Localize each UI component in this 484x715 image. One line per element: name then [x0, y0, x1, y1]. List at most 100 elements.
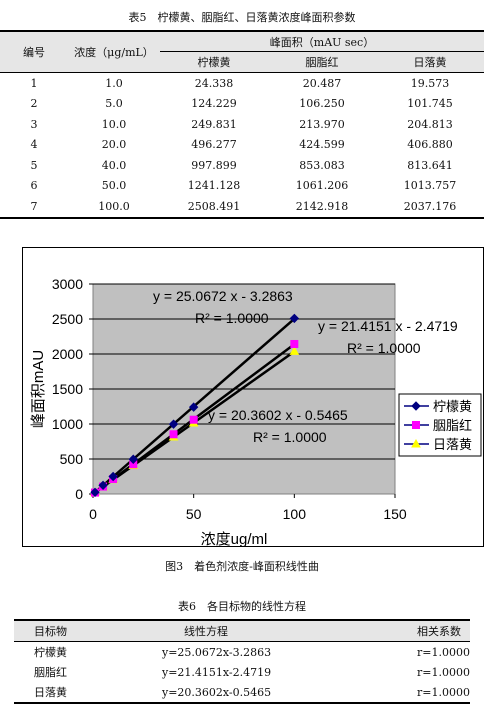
x-tick-label: 50	[186, 506, 202, 522]
col-header-lemon: 柠檬黄	[160, 51, 268, 73]
table-cell: y=25.0672x-3.2863	[161, 645, 272, 659]
table6-caption: 表6 各目标物的线性方程	[178, 600, 306, 613]
table-cell: 日落黄	[34, 686, 67, 699]
y-tick-label: 0	[75, 486, 83, 502]
x-tick-label: 100	[283, 506, 307, 522]
x-tick-label: 0	[89, 506, 97, 522]
table-row: 1 1.0 24.338 20.487 19.573	[0, 73, 484, 94]
x-axis-label: 浓度ug/ml	[201, 531, 268, 546]
table-cell: r=1.0000	[417, 665, 470, 679]
table-row: 7 100.0 2508.491 2142.918 2037.176	[0, 196, 484, 218]
table-row: 柠檬黄 y=25.0672x-3.2863 r=1.0000	[14, 642, 470, 663]
table-cell: 997.899	[191, 158, 237, 172]
table-cell: 101.745	[407, 97, 453, 111]
table-cell: 424.599	[299, 138, 345, 152]
table-cell: 1	[30, 76, 38, 90]
table-cell: 813.641	[407, 158, 453, 172]
table-cell: 1061.206	[295, 179, 349, 193]
table-cell: 2142.918	[295, 199, 349, 213]
table-cell: 853.083	[299, 158, 345, 172]
table-cell: 213.970	[299, 117, 345, 131]
table-row: 日落黄 y=20.3602x-0.5465 r=1.0000	[14, 682, 470, 703]
r-squared-label: R² = 1.0000	[253, 429, 327, 445]
table-cell: 7	[30, 199, 38, 213]
table-row: 5 40.0 997.899 853.083 813.641	[0, 155, 484, 176]
r-squared-label: R² = 1.0000	[195, 310, 269, 326]
table-cell: 124.229	[191, 97, 237, 111]
table-cell: 1.0	[105, 76, 123, 90]
fit-equation: y = 25.0672 x - 3.2863	[153, 288, 293, 304]
table-cell: 4	[30, 138, 38, 152]
y-tick-label: 1000	[52, 416, 83, 432]
y-axis-label: 峰面积mAU	[30, 350, 47, 428]
data-point	[168, 419, 179, 429]
linearity-chart: 0 500 1000 1500 2000 2500 3000 0 50 100 150 浓度ug/ml…	[30, 276, 482, 548]
data-point	[128, 454, 138, 464]
table-row: 3 10.0 249.831 213.970 204.813	[0, 114, 484, 135]
table-cell: r=1.0000	[417, 685, 470, 699]
legend-marker	[411, 401, 421, 411]
y-tick-label: 3000	[52, 276, 83, 292]
table-cell: 249.831	[191, 117, 237, 131]
col-header-sunset: 日落黄	[376, 51, 484, 73]
data-point	[90, 487, 100, 498]
table-cell: 100.0	[98, 199, 130, 213]
table-cell: 50.0	[101, 179, 127, 193]
table-row: 4 20.0 496.277 424.599 406.880	[0, 135, 484, 156]
table-row: 2 5.0 124.229 106.250 101.745	[0, 94, 484, 115]
y-tick-label: 2500	[52, 311, 83, 327]
data-point	[289, 313, 300, 324]
table-cell: 496.277	[191, 138, 237, 152]
table-cell: 柠檬黄	[34, 646, 67, 659]
table-cell: 40.0	[101, 158, 127, 172]
fit-equation: y = 20.3602 x - 0.5465	[208, 407, 348, 423]
table5-caption: 表5 柠檬黄、胭脂红、日落黄浓度峰面积参数	[128, 11, 356, 24]
table-cell: 5.0	[105, 97, 123, 111]
figure-frame: 0 500 1000 1500 2000 2500 3000 0 50 100 150 浓度ug/ml…	[22, 247, 484, 548]
data-point	[290, 339, 299, 348]
data-point	[169, 430, 178, 439]
table-cell: 24.338	[194, 76, 234, 90]
table-cell: 20.0	[101, 138, 127, 152]
table-cell: 2508.491	[187, 199, 241, 213]
col-header-coefficient: 相关系数	[375, 620, 470, 642]
legend-marker	[412, 421, 420, 429]
y-tick-label: 2000	[52, 346, 83, 362]
table6: 目标物 线性方程 相关系数 柠檬黄 y=25.0672x-3.2863 r=1.00…	[14, 619, 470, 704]
table-cell: 204.813	[407, 117, 453, 131]
col-header-area: 峰面积（mAU sec）	[160, 31, 484, 52]
y-tick-label: 1500	[52, 381, 83, 397]
table-cell: 406.880	[407, 138, 453, 152]
table-cell: y=21.4151x-2.4719	[161, 665, 272, 679]
legend-label: 日落黄	[433, 437, 472, 452]
figure-caption: 图3 着色剂浓度-峰面积线性曲	[165, 560, 319, 573]
table-cell: r=1.0000	[417, 645, 470, 659]
data-point	[98, 480, 108, 491]
legend-label: 柠檬黄	[433, 399, 472, 414]
col-header-no: 编号	[0, 31, 68, 73]
table-cell: y=20.3602x-0.5465	[161, 685, 272, 699]
table-cell: 3	[30, 117, 38, 131]
fit-equation: y = 21.4151 x - 2.4719	[318, 318, 458, 334]
table-cell: 6	[30, 179, 38, 193]
table-cell: 2	[30, 97, 38, 111]
table-row: 6 50.0 1241.128 1061.206 1013.757	[0, 176, 484, 197]
col-header-conc: 浓度（μg/mL）	[68, 31, 160, 73]
data-point	[189, 415, 198, 424]
legend-label: 胭脂红	[433, 418, 472, 433]
col-header-carmine: 胭脂红	[268, 51, 376, 73]
table-cell: 1013.757	[403, 179, 457, 193]
table-cell: 胭脂红	[34, 666, 67, 679]
y-tick-label: 500	[60, 451, 84, 467]
x-tick-label: 150	[383, 506, 407, 522]
table-cell: 19.573	[410, 76, 450, 90]
data-point	[188, 402, 199, 412]
col-header-equation: 线性方程	[159, 620, 376, 642]
table-row: 胭脂红 y=21.4151x-2.4719 r=1.0000	[14, 662, 470, 682]
table-cell: 5	[30, 158, 38, 172]
table-cell: 10.0	[101, 117, 127, 131]
table-cell: 1241.128	[187, 179, 241, 193]
table-cell: 2037.176	[403, 199, 457, 213]
table-cell: 20.487	[302, 76, 342, 90]
